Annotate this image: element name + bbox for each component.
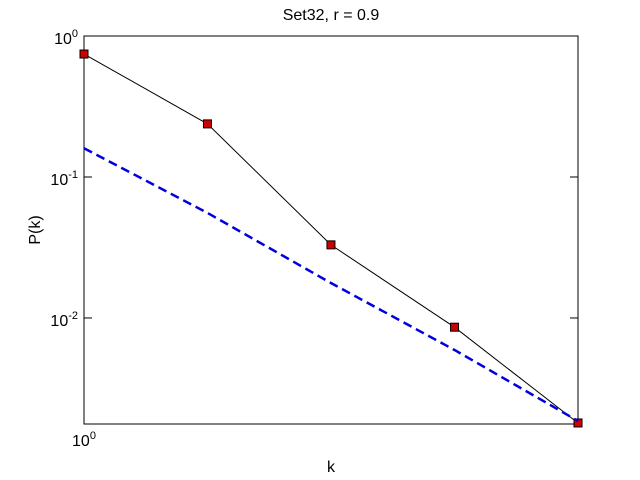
y-tick-label: 10-2 — [50, 310, 78, 330]
y-tick-label: 10-1 — [50, 169, 78, 189]
marker — [450, 322, 460, 332]
y-axis-label: P(k) — [27, 215, 44, 244]
y-tick-label: 100 — [54, 28, 78, 48]
marker — [326, 240, 336, 250]
chart-title: Set32, r = 0.9 — [283, 7, 380, 24]
series-line — [83, 147, 579, 423]
marker — [202, 119, 212, 129]
x-axis-label: k — [327, 459, 336, 476]
marker — [573, 418, 583, 428]
marker — [79, 49, 89, 59]
x-tick-label: 100 — [72, 430, 96, 450]
